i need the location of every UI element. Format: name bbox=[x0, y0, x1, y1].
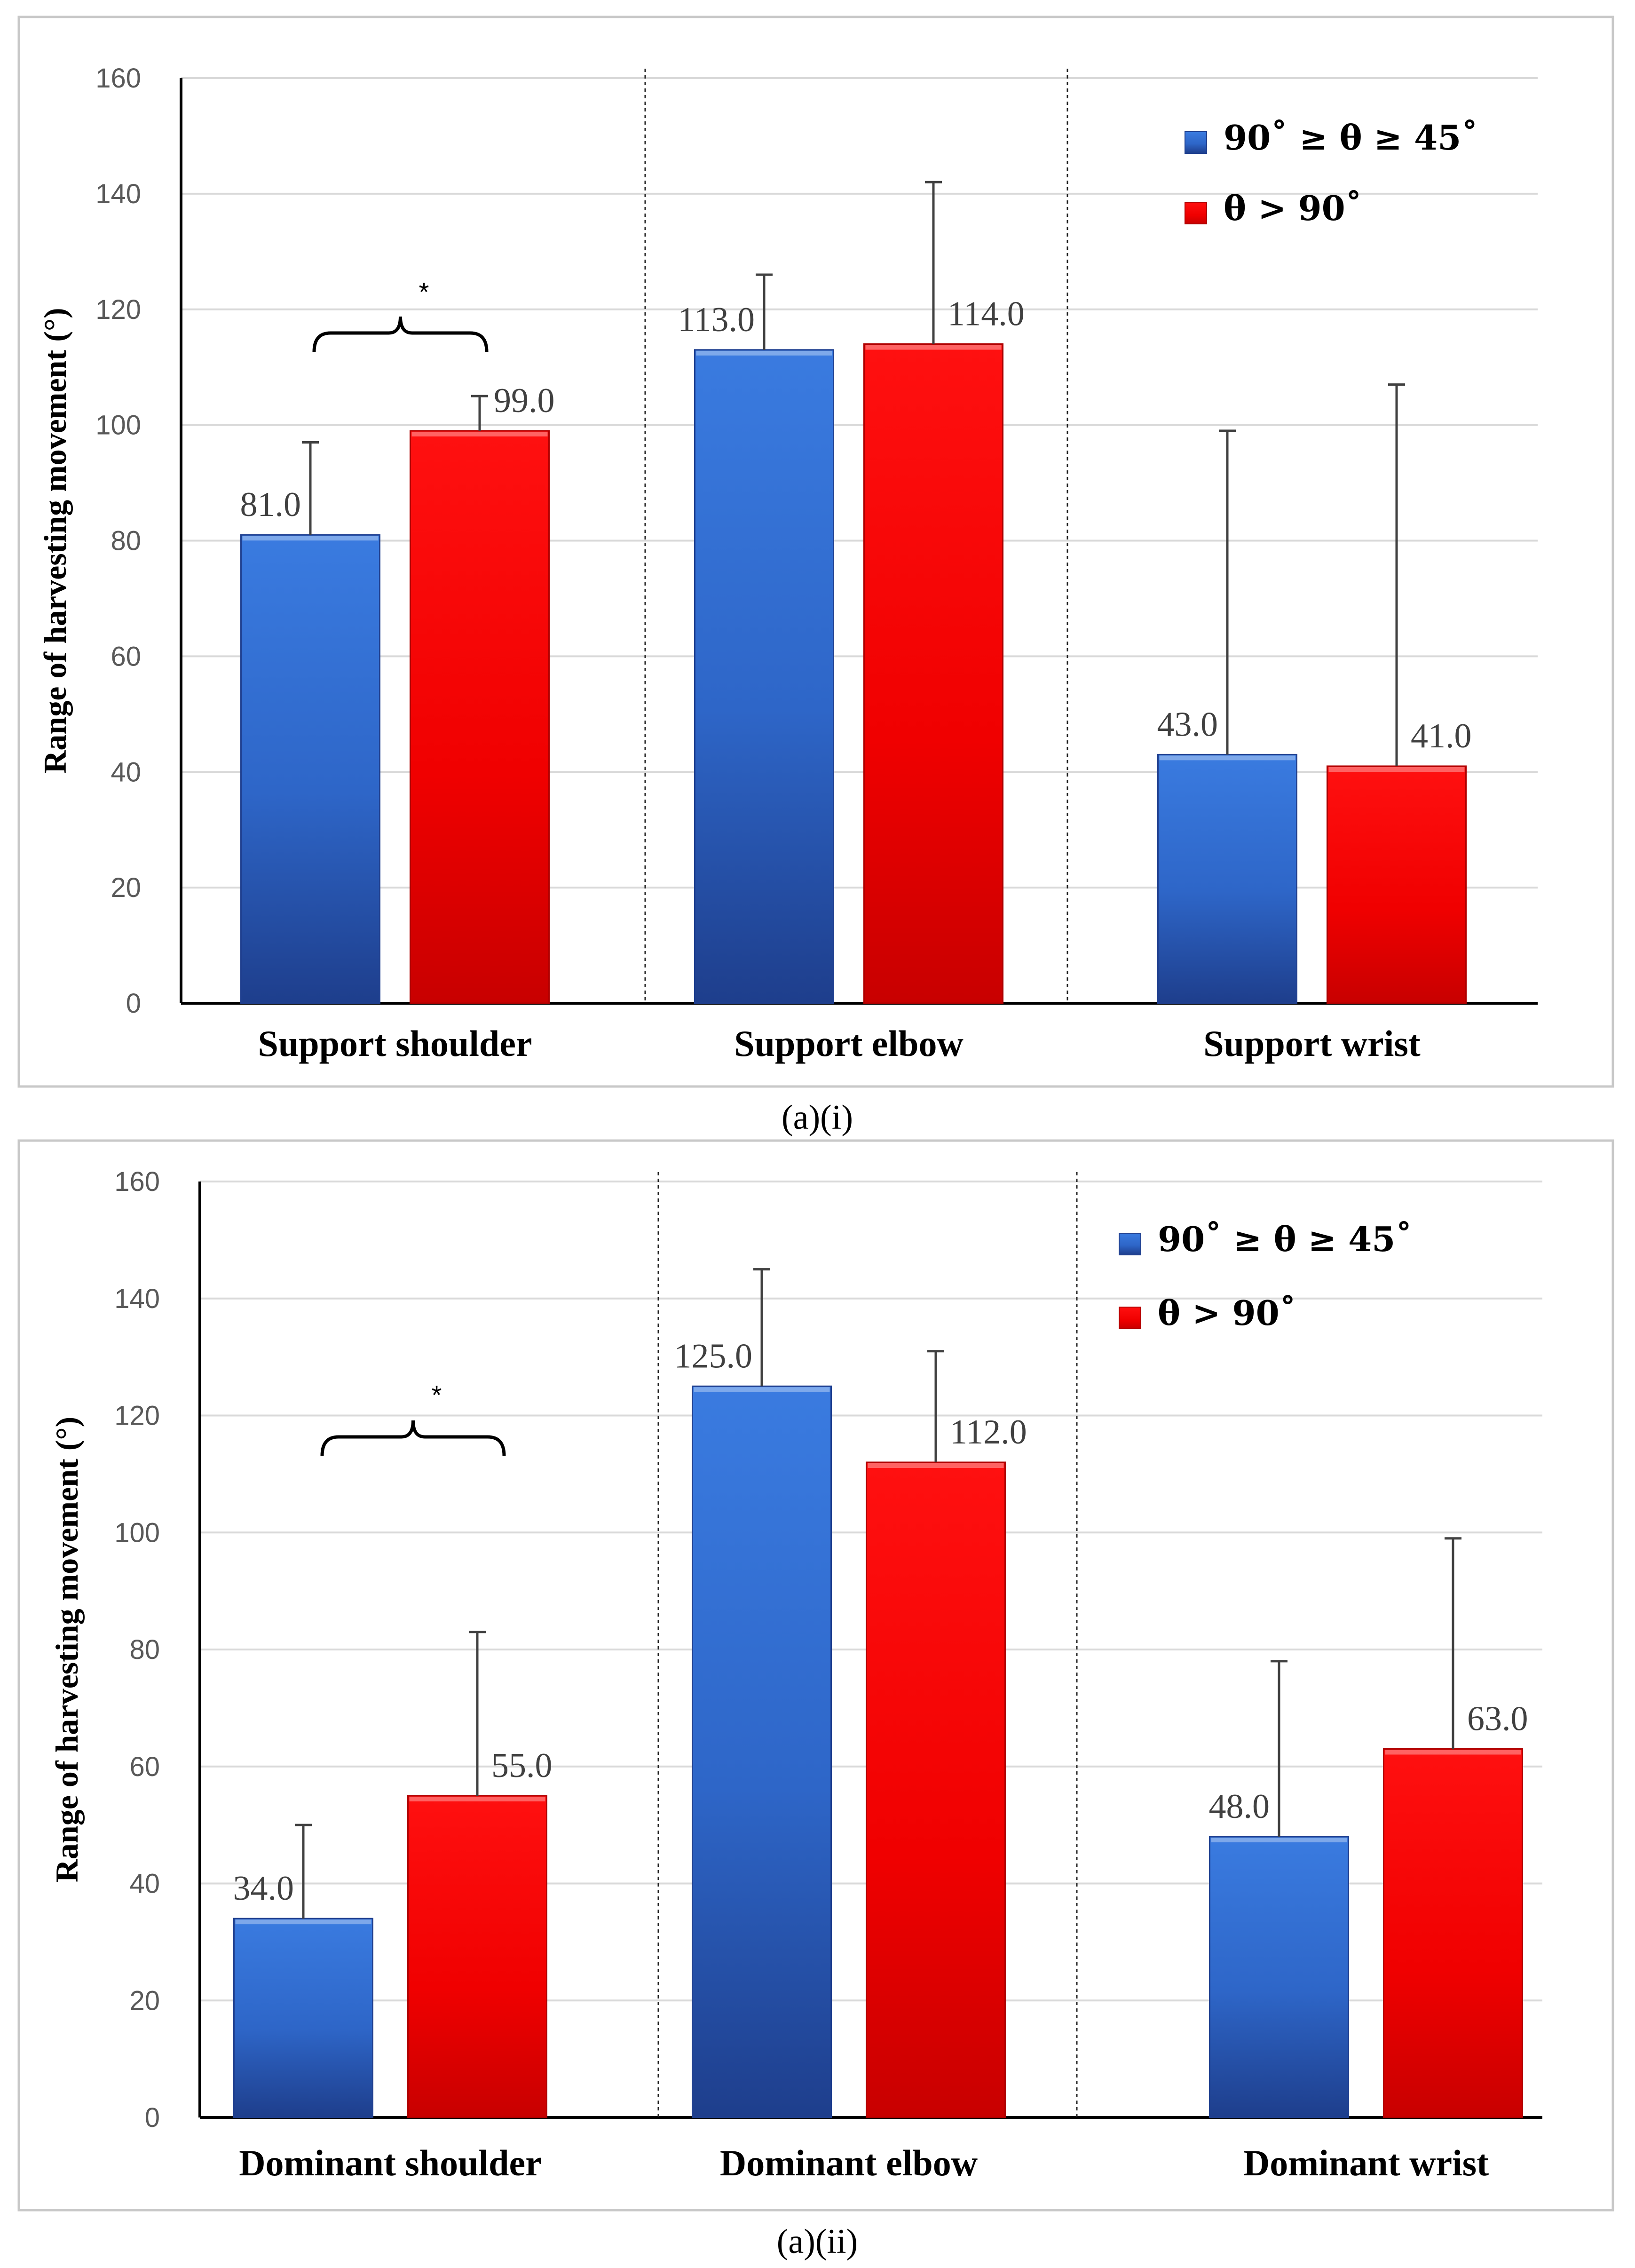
y-axis-label: Range of harvesting movement (°) bbox=[49, 1417, 85, 1882]
data-label: 112.0 bbox=[950, 1413, 1027, 1451]
chart-frame bbox=[17, 16, 1614, 1088]
data-label: 48.0 bbox=[1209, 1787, 1270, 1826]
y-tick-label: 120 bbox=[95, 294, 141, 325]
bar-highlight bbox=[1159, 755, 1295, 761]
legend-label: 90˚ ≥ θ ≥ 45˚ bbox=[1158, 1219, 1412, 1259]
bar-highlight bbox=[694, 1387, 830, 1392]
chart-panel-dominant: 0 20 40 60 80 100 120 140 160 Range of harvesting… bbox=[17, 1139, 1614, 2212]
y-tick-label: 40 bbox=[129, 1869, 160, 1899]
legend-swatch-blue bbox=[1185, 131, 1207, 154]
legend-swatch-red bbox=[1185, 202, 1207, 224]
bar-highlight bbox=[868, 1463, 1004, 1468]
legend-label: θ > 90˚ bbox=[1224, 188, 1362, 228]
caption-a-ii: (a)(ii) bbox=[777, 2222, 858, 2261]
legend-swatch-red bbox=[1119, 1307, 1141, 1329]
data-label: 43.0 bbox=[1157, 705, 1218, 744]
bar-highlight bbox=[242, 536, 379, 541]
bar-highlight bbox=[696, 350, 832, 356]
bar-highlight bbox=[1211, 1838, 1347, 1842]
caption-a-i: (a)(i) bbox=[782, 1098, 853, 1137]
bar-blue bbox=[694, 349, 834, 1004]
category-label: Support shoulder bbox=[258, 1023, 532, 1064]
y-axis-label: Range of harvesting movement (°) bbox=[37, 308, 73, 773]
bar-red bbox=[1383, 1748, 1523, 2118]
legend-label: θ > 90˚ bbox=[1158, 1293, 1296, 1333]
y-tick-label: 40 bbox=[111, 757, 141, 787]
bar-highlight bbox=[865, 345, 1002, 350]
bar-red bbox=[1327, 765, 1467, 1004]
data-label: 55.0 bbox=[491, 1746, 553, 1785]
data-label: 81.0 bbox=[240, 485, 301, 524]
y-tick-label: 140 bbox=[95, 179, 141, 209]
significance-star: * bbox=[419, 277, 429, 307]
bar-highlight bbox=[409, 1796, 545, 1801]
chart-panel-support: 0 20 40 60 80 100 120 140 160 Range of harvesting… bbox=[17, 16, 1614, 1088]
bar-blue bbox=[1157, 753, 1297, 1004]
data-label: 34.0 bbox=[233, 1869, 294, 1908]
y-tick-label: 140 bbox=[114, 1284, 160, 1314]
data-label: 99.0 bbox=[494, 381, 555, 420]
y-tick-label: 100 bbox=[95, 410, 141, 441]
significance-brace bbox=[320, 1420, 506, 1456]
significance-star: * bbox=[432, 1380, 442, 1410]
significance-brace bbox=[312, 316, 489, 352]
bar-red bbox=[863, 343, 1003, 1004]
category-label: Dominant elbow bbox=[720, 2142, 978, 2183]
bar-blue bbox=[1209, 1836, 1349, 2118]
bar-highlight bbox=[235, 1919, 371, 1925]
data-label: 113.0 bbox=[678, 301, 755, 339]
data-label: 63.0 bbox=[1467, 1699, 1528, 1738]
data-label: 125.0 bbox=[674, 1337, 753, 1375]
y-tick-label: 80 bbox=[111, 526, 141, 556]
y-tick-label: 0 bbox=[126, 988, 141, 1019]
data-label: 41.0 bbox=[1411, 717, 1472, 755]
y-tick-label: 60 bbox=[111, 641, 141, 672]
bar-blue bbox=[692, 1385, 832, 2118]
category-label: Dominant shoulder bbox=[239, 2142, 542, 2183]
bar-red bbox=[866, 1461, 1006, 2118]
y-tick-label: 20 bbox=[111, 872, 141, 903]
data-label: 114.0 bbox=[948, 295, 1025, 333]
chart-frame bbox=[17, 1139, 1614, 2212]
bar-highlight bbox=[411, 431, 548, 436]
category-label: Support wrist bbox=[1203, 1023, 1421, 1064]
bar-highlight bbox=[1328, 767, 1465, 772]
y-tick-label: 120 bbox=[114, 1401, 160, 1431]
legend-label: 90˚ ≥ θ ≥ 45˚ bbox=[1224, 118, 1478, 158]
y-tick-label: 100 bbox=[114, 1517, 160, 1548]
y-tick-label: 60 bbox=[129, 1752, 160, 1782]
bar-red bbox=[410, 430, 550, 1004]
bar-blue bbox=[240, 534, 380, 1004]
legend-swatch-blue bbox=[1119, 1233, 1141, 1255]
y-tick-label: 80 bbox=[129, 1634, 160, 1665]
y-tick-label: 0 bbox=[145, 2102, 160, 2133]
bar-red bbox=[407, 1795, 547, 2118]
y-tick-label: 20 bbox=[129, 1985, 160, 2016]
bar-blue bbox=[233, 1918, 373, 2118]
y-tick-label: 160 bbox=[114, 1166, 160, 1197]
category-label: Dominant wrist bbox=[1243, 2142, 1489, 2183]
y-tick-label: 160 bbox=[95, 63, 141, 94]
category-label: Support elbow bbox=[734, 1023, 964, 1064]
bar-highlight bbox=[1385, 1750, 1521, 1755]
